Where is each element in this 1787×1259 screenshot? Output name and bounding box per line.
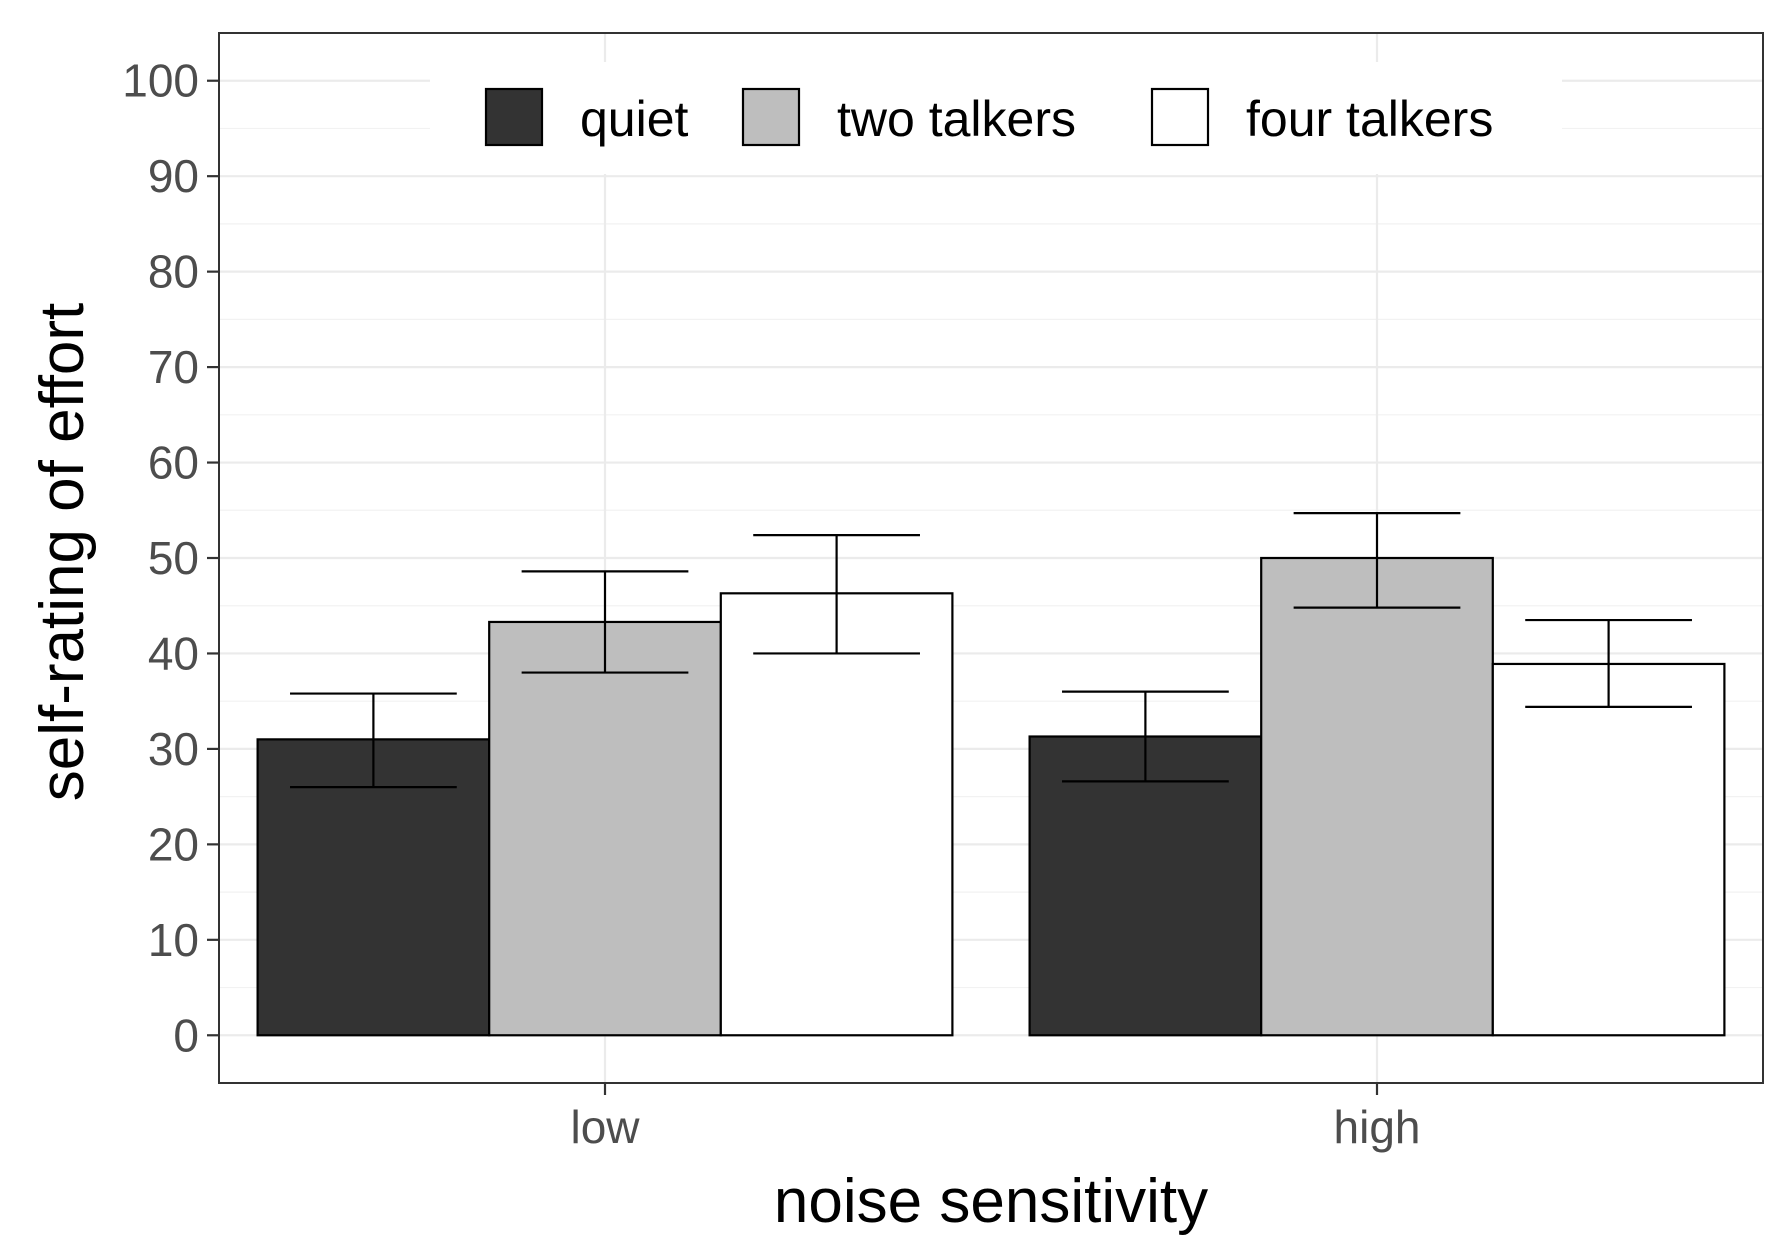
error-bar [1293,512,1461,609]
legend-key [484,87,544,147]
error-bar [1062,690,1229,783]
bar [1260,556,1494,1037]
y-tick-label: 10 [148,914,199,966]
y-tick-label: 90 [148,150,199,202]
error-bar [1525,618,1692,709]
y-axis-title: self-rating of effort [28,303,97,802]
bar [1028,735,1263,1037]
bars-layer [256,556,1726,1037]
y-tick-label: 60 [148,437,199,489]
y-tick-label: 0 [173,1009,199,1061]
bar [256,738,491,1037]
legend-label: two talkers [837,91,1076,147]
y-tick-label: 20 [148,818,199,870]
y-tick-label: 30 [148,723,199,775]
error-bar [521,570,689,674]
y-tick-label: 70 [148,341,199,393]
y-tick-label: 80 [148,246,199,298]
error-bars-layer [290,512,1692,789]
y-tick-label: 100 [122,55,199,107]
y-axis-ticks: 0 10 20 30 40 50 60 70 80 90 100 [122,55,219,1061]
error-bar [290,692,457,789]
x-axis-title: noise sensitivity [774,1167,1208,1236]
legend-background [430,62,1562,174]
y-tick-label: 50 [148,532,199,584]
x-tick-label: high [1334,1101,1421,1153]
legend-key [741,87,801,147]
legend-key [1150,87,1210,147]
bar [719,592,954,1037]
legend: quiet two talkers four talkers [430,62,1562,174]
legend-label: four talkers [1246,91,1493,147]
y-tick-label: 40 [148,627,199,679]
x-axis-ticks: low high [570,1083,1420,1153]
bar [488,620,722,1037]
legend-label: quiet [580,91,689,147]
bar [1491,662,1726,1037]
x-tick-label: low [570,1101,640,1153]
error-bar [753,533,920,655]
